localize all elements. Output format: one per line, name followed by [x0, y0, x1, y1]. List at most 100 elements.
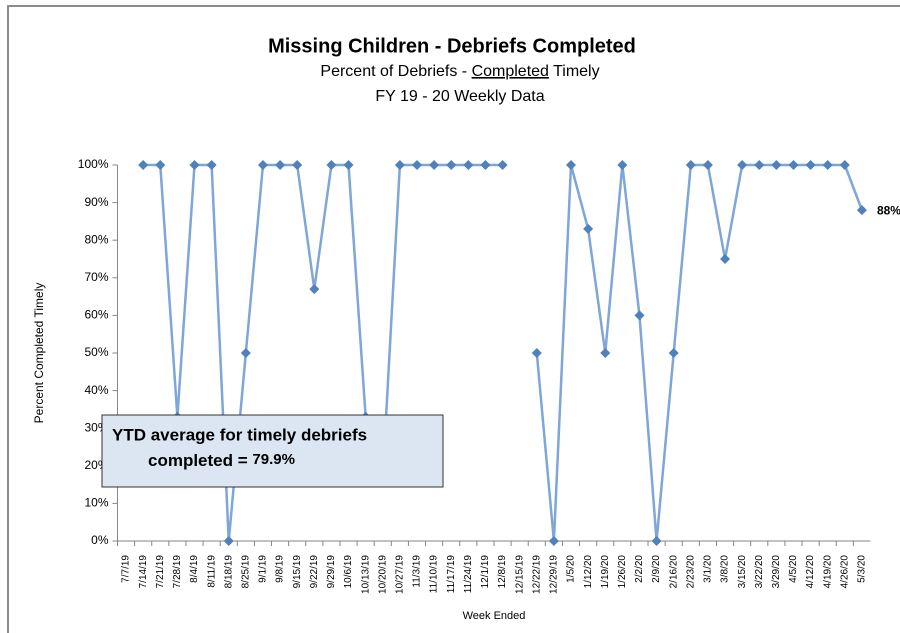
x-tick-label: 3/22/20 — [754, 555, 765, 589]
x-tick-label: 7/14/19 — [138, 555, 149, 589]
data-point — [292, 160, 303, 170]
data-point — [839, 160, 850, 170]
data-point — [138, 160, 149, 170]
data-point — [651, 536, 662, 546]
annotation-value: 79.9% — [252, 451, 295, 468]
annotation-text: YTD average for timely debriefs — [112, 425, 367, 444]
x-tick-label: 4/12/20 — [805, 555, 816, 589]
data-point — [737, 160, 748, 170]
y-tick-label: 40% — [84, 383, 108, 397]
data-point — [223, 536, 234, 546]
x-tick-label: 12/8/19 — [497, 555, 508, 589]
x-tick-label: 3/29/20 — [771, 555, 782, 589]
data-point — [240, 348, 251, 358]
x-tick-label: 7/28/19 — [172, 555, 183, 589]
data-point — [788, 160, 799, 170]
data-point — [856, 205, 867, 216]
data-point — [155, 160, 166, 170]
subtitle-part: Completed — [472, 63, 549, 80]
x-tick-label: 8/4/19 — [189, 555, 200, 583]
x-tick-label: 12/22/19 — [531, 555, 542, 594]
x-tick-label: 2/23/20 — [685, 555, 696, 589]
x-tick-label: 12/15/19 — [514, 555, 525, 594]
x-tick-label: 12/1/19 — [480, 555, 491, 589]
data-point — [668, 348, 679, 358]
data-point — [480, 160, 491, 170]
x-tick-label: 10/27/19 — [395, 555, 406, 594]
annotation-part: completed = — [148, 451, 252, 470]
x-tick-label: 9/1/19 — [258, 555, 269, 583]
y-tick-label: 60% — [84, 308, 108, 322]
data-point — [257, 160, 268, 170]
data-point — [326, 160, 337, 170]
data-point — [634, 310, 645, 321]
data-point — [309, 284, 320, 295]
y-tick-label: 90% — [84, 195, 108, 209]
data-point — [497, 160, 508, 170]
data-point — [548, 536, 559, 546]
data-point — [685, 160, 696, 170]
x-tick-label: 10/13/19 — [360, 555, 371, 594]
data-point — [411, 160, 422, 170]
data-point — [720, 254, 731, 264]
x-tick-label: 1/26/20 — [617, 555, 628, 589]
x-tick-label: 9/8/19 — [275, 555, 286, 583]
x-tick-label: 11/24/19 — [463, 555, 474, 594]
y-tick-label: 10% — [84, 496, 108, 510]
chart-frame — [7, 5, 900, 633]
x-tick-label: 7/7/19 — [121, 555, 132, 583]
annotation-text: completed = 79.9% — [148, 451, 295, 471]
x-tick-label: 2/2/20 — [634, 555, 645, 583]
x-tick-label: 8/11/19 — [206, 555, 217, 588]
x-axis-title: Week Ended — [463, 610, 526, 622]
x-tick-label: 10/20/19 — [377, 555, 388, 594]
y-tick-label: 70% — [84, 270, 108, 284]
x-tick-label: 1/12/20 — [583, 555, 594, 589]
data-point — [206, 160, 217, 170]
data-point — [600, 348, 611, 358]
y-tick-label: 0% — [91, 533, 109, 547]
x-tick-label: 9/29/19 — [326, 555, 337, 589]
x-tick-label: 11/10/19 — [429, 555, 440, 594]
subtitle-part: Percent of Debriefs - — [320, 63, 471, 80]
x-tick-label: 4/5/20 — [788, 555, 799, 583]
subtitle-part: Timely — [549, 63, 600, 80]
y-axis-title: Percent Completed Timely — [32, 283, 46, 424]
data-point — [822, 160, 833, 170]
data-point — [394, 160, 405, 170]
data-point — [531, 348, 542, 358]
x-tick-label: 8/25/19 — [240, 555, 251, 589]
x-tick-label: 1/5/20 — [566, 555, 577, 583]
data-point — [566, 160, 577, 170]
x-tick-label: 4/26/20 — [839, 555, 850, 589]
y-tick-label: 100% — [78, 157, 109, 171]
x-tick-label: 11/3/19 — [412, 555, 423, 588]
chart-subtitle: Percent of Debriefs - Completed Timely — [320, 63, 599, 80]
x-tick-label: 9/22/19 — [309, 555, 320, 589]
x-tick-label: 10/6/19 — [343, 555, 354, 589]
x-tick-label: 3/8/20 — [720, 555, 731, 583]
x-tick-label: 5/3/20 — [857, 555, 868, 583]
x-tick-label: 12/29/19 — [549, 555, 560, 594]
data-point — [771, 160, 782, 170]
data-point — [429, 160, 440, 170]
chart-subtitle: FY 19 - 20 Weekly Data — [375, 88, 544, 105]
x-tick-label: 8/18/19 — [223, 555, 234, 589]
chart-title: Missing Children - Debriefs Completed — [268, 35, 636, 57]
data-point — [463, 160, 474, 170]
data-point — [702, 160, 713, 170]
data-point — [446, 160, 457, 170]
x-tick-label: 3/15/20 — [737, 555, 748, 589]
y-tick-label: 50% — [84, 345, 108, 359]
data-point — [343, 160, 354, 170]
x-tick-label: 7/21/19 — [155, 555, 166, 589]
x-tick-label: 1/19/20 — [600, 555, 611, 589]
data-label: 88% — [877, 203, 900, 217]
data-point — [189, 160, 200, 170]
x-tick-label: 2/16/20 — [668, 555, 679, 589]
y-tick-label: 80% — [84, 232, 108, 246]
data-point — [583, 223, 594, 234]
x-tick-label: 9/15/19 — [292, 555, 303, 589]
x-tick-label: 3/1/20 — [703, 555, 714, 583]
annotation-box — [101, 414, 444, 488]
